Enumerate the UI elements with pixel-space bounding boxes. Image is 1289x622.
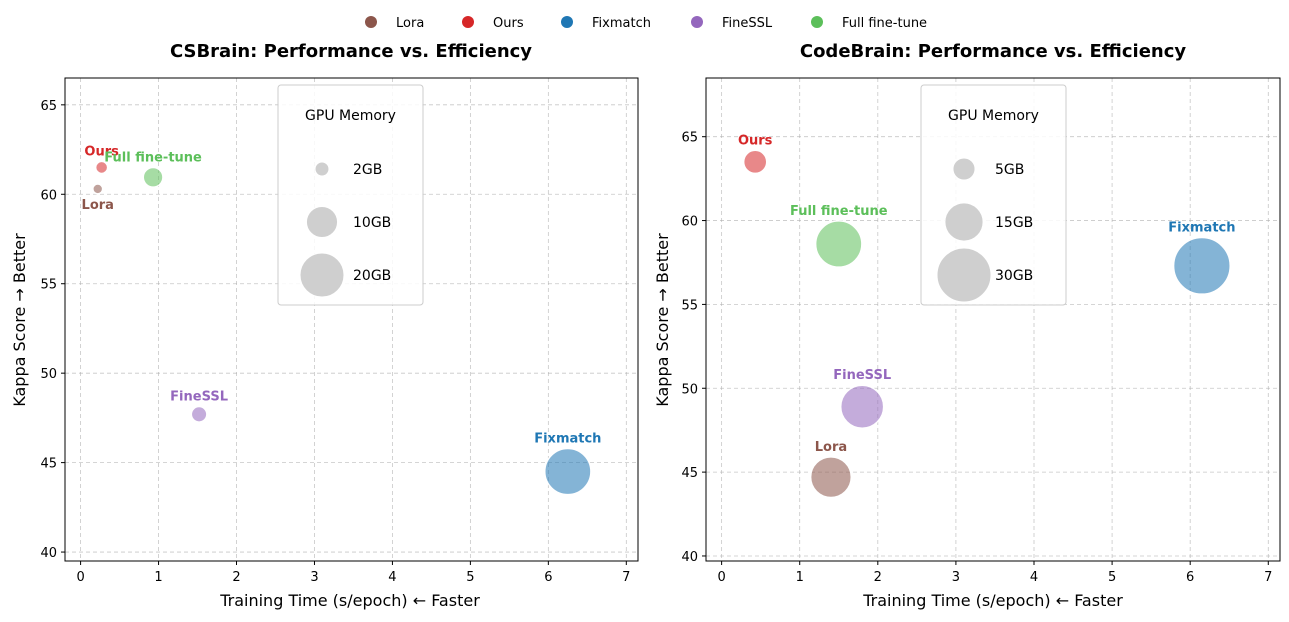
- gpu-memory-legend-title: GPU Memory: [948, 108, 1039, 124]
- point-fixmatch: [544, 447, 592, 496]
- x-tick-label: 7: [622, 570, 630, 585]
- y-tick-label: 55: [40, 278, 57, 293]
- y-tick-label: 40: [681, 550, 698, 565]
- legend-marker-full-fine-tune: [811, 16, 823, 28]
- x-tick-label: 6: [1186, 570, 1194, 585]
- gpu-memory-size-label: 20GB: [353, 268, 391, 284]
- legend-label: Full fine-tune: [842, 16, 927, 31]
- point-label: Ours: [738, 133, 773, 148]
- y-tick-label: 60: [40, 188, 57, 203]
- csbrain-panel: CSBrain: Performance vs. Efficiency Lora…: [10, 41, 639, 610]
- gpu-memory-size-marker: [305, 205, 339, 239]
- gpu-memory-legend-title: GPU Memory: [305, 108, 396, 124]
- point-lora: [809, 456, 853, 499]
- y-tick-label: 55: [681, 298, 698, 313]
- legend-marker-lora: [365, 16, 377, 28]
- gpu-memory-size-label: 15GB: [995, 215, 1033, 231]
- series-legend: Lora Ours Fixmatch FineSSL Full fine-tune: [365, 16, 927, 31]
- point-label: FineSSL: [833, 368, 891, 383]
- y-tick-label: 50: [681, 382, 698, 397]
- point-label: FineSSL: [170, 390, 228, 405]
- x-tick-label: 7: [1264, 570, 1272, 585]
- x-tick-label: 3: [952, 570, 960, 585]
- x-tick-label: 4: [388, 570, 396, 585]
- point-label: Full fine-tune: [104, 150, 202, 165]
- point-finessl: [839, 384, 885, 429]
- legend-marker-finessl: [691, 16, 703, 28]
- x-tick-label: 5: [466, 570, 474, 585]
- point-ours: [742, 149, 768, 175]
- y-tick-label: 65: [40, 99, 57, 114]
- point-label: Fixmatch: [534, 431, 601, 446]
- y-tick-label: 40: [40, 546, 57, 561]
- chart-title: CSBrain: Performance vs. Efficiency: [170, 41, 532, 62]
- x-tick-label: 5: [1108, 570, 1116, 585]
- point-full-fine-tune: [814, 220, 863, 268]
- point-label: Lora: [815, 440, 847, 455]
- y-axis-label: Kappa Score → Better: [10, 233, 29, 407]
- gpu-memory-size-marker: [944, 202, 984, 242]
- x-tick-label: 2: [874, 570, 882, 585]
- plot-frame: [64, 77, 639, 562]
- gpu-memory-size-label: 30GB: [995, 268, 1033, 284]
- gpu-memory-size-label: 5GB: [995, 162, 1024, 178]
- x-tick-label: 1: [154, 570, 162, 585]
- legend-label: Ours: [493, 16, 524, 31]
- y-tick-label: 60: [681, 215, 698, 230]
- y-tick-label: 45: [40, 457, 57, 472]
- y-tick-label: 50: [40, 367, 57, 382]
- gpu-memory-size-marker: [936, 247, 992, 303]
- gpu-memory-size-marker: [314, 161, 330, 177]
- point-label: Full fine-tune: [790, 204, 888, 219]
- y-tick-label: 45: [681, 466, 698, 481]
- point-label: Ours: [84, 144, 119, 159]
- point-ours: [94, 160, 109, 175]
- point-label: Lora: [82, 198, 114, 213]
- x-axis-label: Training Time (s/epoch) ← Faster: [219, 591, 480, 610]
- x-tick-label: 3: [310, 570, 318, 585]
- point-full-fine-tune: [142, 166, 164, 188]
- plot-frame: [705, 77, 1281, 562]
- gpu-memory-size-label: 2GB: [353, 162, 382, 178]
- x-tick-label: 0: [717, 570, 725, 585]
- legend-marker-ours: [462, 16, 474, 28]
- gpu-memory-size-label: 10GB: [353, 215, 391, 231]
- gpu-memory-legend: [277, 84, 424, 306]
- x-tick-label: 0: [76, 570, 84, 585]
- x-axis-label: Training Time (s/epoch) ← Faster: [862, 591, 1123, 610]
- gpu-memory-size-marker: [952, 157, 976, 181]
- x-tick-label: 4: [1030, 570, 1038, 585]
- point-label: Fixmatch: [1168, 221, 1235, 236]
- chart-title: CodeBrain: Performance vs. Efficiency: [800, 41, 1187, 62]
- x-tick-label: 6: [544, 570, 552, 585]
- legend-label: FineSSL: [722, 16, 773, 31]
- x-tick-label: 2: [232, 570, 240, 585]
- legend-marker-fixmatch: [561, 16, 573, 28]
- point-fixmatch: [1172, 236, 1231, 295]
- point-lora: [92, 183, 104, 195]
- x-tick-label: 1: [796, 570, 804, 585]
- gpu-memory-size-marker: [299, 252, 345, 298]
- point-finessl: [190, 405, 208, 423]
- legend-label: Lora: [396, 16, 424, 31]
- y-axis-label: Kappa Score → Better: [653, 233, 672, 407]
- y-tick-label: 65: [681, 131, 698, 146]
- codebrain-panel: CodeBrain: Performance vs. Efficiency Ou…: [653, 41, 1281, 610]
- legend-label: Fixmatch: [592, 16, 651, 31]
